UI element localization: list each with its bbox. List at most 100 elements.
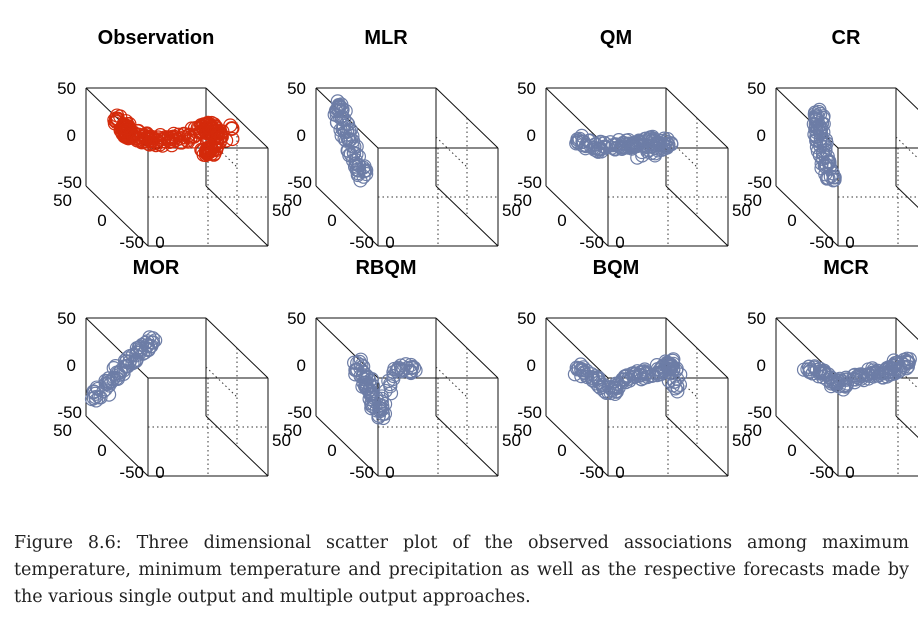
box-edge <box>545 415 609 477</box>
data-point <box>371 408 386 423</box>
depth-tick-label: 50 <box>513 191 532 210</box>
box-edge <box>545 317 609 379</box>
data-point <box>135 132 150 147</box>
data-point <box>391 361 406 377</box>
data-point <box>378 383 393 399</box>
z-tick-label: 0 <box>757 126 766 145</box>
x-tick-label: 50 <box>732 431 751 450</box>
panel-title: RBQM <box>355 257 416 279</box>
z-tick-label: -50 <box>517 403 542 422</box>
box-edge <box>895 317 918 340</box>
data-point <box>330 94 345 109</box>
data-point <box>586 370 601 385</box>
data-point <box>329 108 344 123</box>
data-point <box>195 119 210 135</box>
depth-tick-label: -50 <box>809 463 834 482</box>
box-edge <box>775 87 839 149</box>
x-tick-label: 50 <box>272 201 291 220</box>
box-edge <box>895 415 918 438</box>
depth-tick-label: 0 <box>327 211 336 230</box>
x-tick-label: 50 <box>272 431 291 450</box>
data-point <box>664 366 679 381</box>
x-tick-label: 0 <box>845 463 854 482</box>
data-point <box>145 331 160 346</box>
data-point <box>133 343 149 358</box>
data-point <box>800 362 815 377</box>
data-point <box>586 140 601 155</box>
data-point <box>348 153 363 168</box>
depth-tick-label: 50 <box>283 421 302 440</box>
data-point <box>849 369 864 385</box>
x-tick-label: 0 <box>615 463 624 482</box>
data-point <box>329 104 344 119</box>
x-tick-label: 50 <box>502 201 521 220</box>
grid-line <box>895 136 918 159</box>
data-point <box>116 119 131 135</box>
panel-title: MCR <box>823 257 869 279</box>
box-edge <box>895 87 918 110</box>
z-tick-label: 0 <box>297 356 306 375</box>
z-tick-label: -50 <box>57 403 82 422</box>
z-tick-label: 0 <box>757 356 766 375</box>
data-point <box>900 354 915 370</box>
depth-tick-label: -50 <box>809 233 834 252</box>
z-tick-label: -50 <box>287 173 312 192</box>
data-point <box>866 365 882 380</box>
data-point <box>668 381 683 396</box>
x-tick-label: 0 <box>615 233 624 252</box>
data-point <box>826 173 841 188</box>
data-point <box>172 131 187 146</box>
data-point <box>621 136 636 151</box>
data-point <box>871 368 886 383</box>
data-point <box>145 133 160 148</box>
z-tick-label: 50 <box>57 309 76 328</box>
data-point <box>813 135 828 150</box>
box-edge <box>315 415 379 477</box>
depth-tick-label: -50 <box>119 463 144 482</box>
data-point <box>353 173 368 188</box>
box-edge <box>775 415 839 477</box>
depth-tick-label: 50 <box>283 191 302 210</box>
data-point <box>117 353 133 368</box>
data-point <box>124 129 139 144</box>
depth-tick-label: 50 <box>743 191 762 210</box>
z-tick-label: -50 <box>287 403 312 422</box>
box-edge <box>895 185 918 208</box>
z-tick-label: -50 <box>747 173 772 192</box>
data-point <box>884 361 899 376</box>
z-tick-label: 0 <box>527 356 536 375</box>
data-point <box>603 385 618 401</box>
x-tick-label: 0 <box>845 233 854 252</box>
data-point <box>672 377 688 392</box>
box-edge <box>435 185 499 247</box>
grid-line <box>435 136 468 168</box>
depth-tick-label: 0 <box>557 441 566 460</box>
data-point <box>202 120 217 135</box>
box-edge <box>775 185 839 247</box>
data-point <box>348 156 363 171</box>
z-tick-label: 50 <box>287 79 306 98</box>
data-point <box>646 134 661 149</box>
x-tick-label: 0 <box>385 233 394 252</box>
depth-tick-label: 50 <box>743 421 762 440</box>
box-edge <box>85 415 149 477</box>
data-point <box>180 129 195 144</box>
depth-tick-label: -50 <box>349 233 374 252</box>
data-point <box>892 363 907 378</box>
x-tick-label: 50 <box>502 431 521 450</box>
data-point <box>630 137 646 153</box>
z-tick-label: 50 <box>747 309 766 328</box>
panel-title: Observation <box>98 27 215 49</box>
panel-title: BQM <box>593 257 640 279</box>
z-tick-label: -50 <box>57 173 82 192</box>
data-point <box>375 398 390 413</box>
data-point <box>340 131 355 146</box>
data-point <box>350 356 365 371</box>
box-edge <box>205 415 269 477</box>
data-point <box>831 379 846 394</box>
